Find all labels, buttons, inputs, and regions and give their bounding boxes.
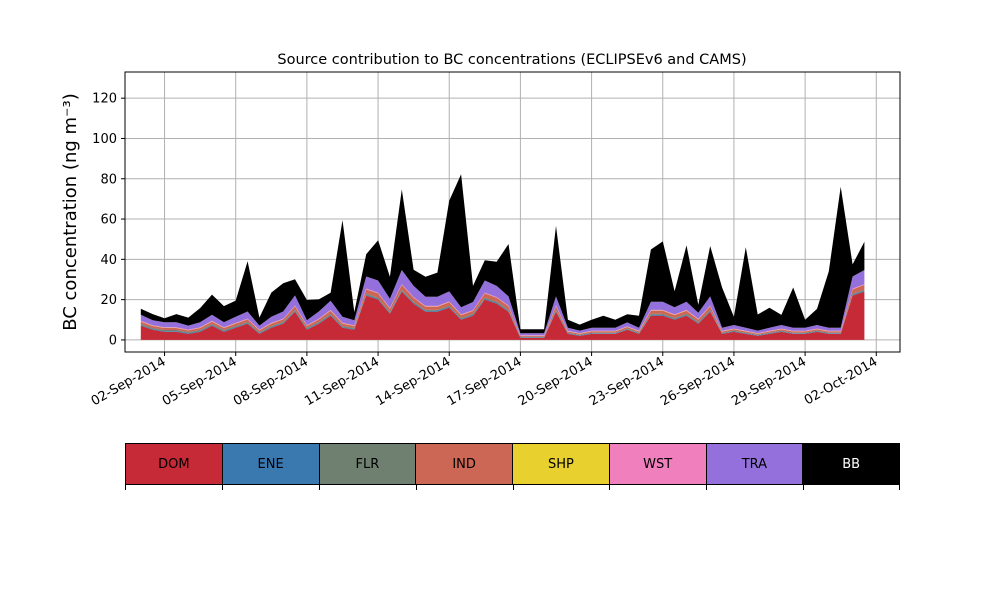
y-tick-label: 0: [109, 333, 117, 348]
legend-item-wst: WST: [609, 444, 707, 484]
series-area-ene: [140, 290, 865, 338]
stacked-areas: [140, 174, 865, 340]
legend-item-dom: DOM: [126, 444, 223, 484]
legend-tick: [609, 485, 611, 490]
y-axis-label: BC concentration (ng m⁻³): [60, 93, 81, 331]
y-axis-ticks: 0 20 40 60 80 100 120: [92, 92, 125, 348]
grid-lines: [125, 72, 900, 352]
legend-item-ene: ENE: [222, 444, 320, 484]
source-legend-bar: DOM ENE FLR IND SHP WST TRA BB: [125, 443, 900, 485]
y-tick-label: 100: [92, 132, 117, 147]
x-tick-label: 08-Sep-2014: [231, 354, 311, 409]
x-tick-label: 17-Sep-2014: [445, 354, 525, 409]
series-area-flr: [140, 289, 865, 338]
legend-tick: [415, 485, 417, 490]
legend-tick: [318, 485, 320, 490]
x-axis-ticks: 02-Sep-201405-Sep-201408-Sep-201411-Sep-…: [89, 352, 880, 409]
x-tick-label: 05-Sep-2014: [160, 354, 240, 409]
legend-tick: [221, 485, 223, 490]
y-tick-label: 120: [92, 92, 117, 107]
chart-title: Source contribution to BC concentrations…: [277, 52, 746, 68]
legend-item-ind: IND: [416, 444, 513, 484]
legend-tick: [803, 485, 805, 490]
legend-tick: [512, 485, 514, 490]
legend-item-flr: FLR: [319, 444, 417, 484]
series-area-tra: [140, 270, 865, 336]
y-tick-label: 20: [100, 293, 117, 308]
legend-tick: [706, 485, 708, 490]
legend-item-shp: SHP: [513, 444, 610, 484]
plot-frame: [124, 71, 901, 353]
series-area-ind: [140, 284, 865, 337]
x-tick-label: 29-Sep-2014: [729, 354, 809, 409]
x-tick-label: 11-Sep-2014: [302, 354, 382, 409]
x-tick-label: 14-Sep-2014: [373, 354, 453, 409]
x-tick-label: 23-Sep-2014: [587, 354, 667, 409]
x-tick-label: 02-Oct-2014: [802, 354, 880, 408]
legend-tick: [125, 485, 126, 490]
x-tick-label: 26-Sep-2014: [658, 354, 738, 409]
y-tick-label: 40: [100, 253, 117, 268]
x-tick-label: 02-Sep-2014: [89, 354, 169, 409]
x-tick-label: 20-Sep-2014: [516, 354, 596, 409]
series-area-dom: [140, 291, 865, 340]
legend-item-tra: TRA: [706, 444, 804, 484]
y-tick-label: 80: [100, 172, 117, 187]
series-area-bb: [140, 174, 865, 334]
legend-tick: [899, 485, 900, 490]
legend-item-bb: BB: [803, 444, 899, 484]
legend-tick-marks: [125, 485, 900, 491]
y-tick-label: 60: [100, 213, 117, 228]
